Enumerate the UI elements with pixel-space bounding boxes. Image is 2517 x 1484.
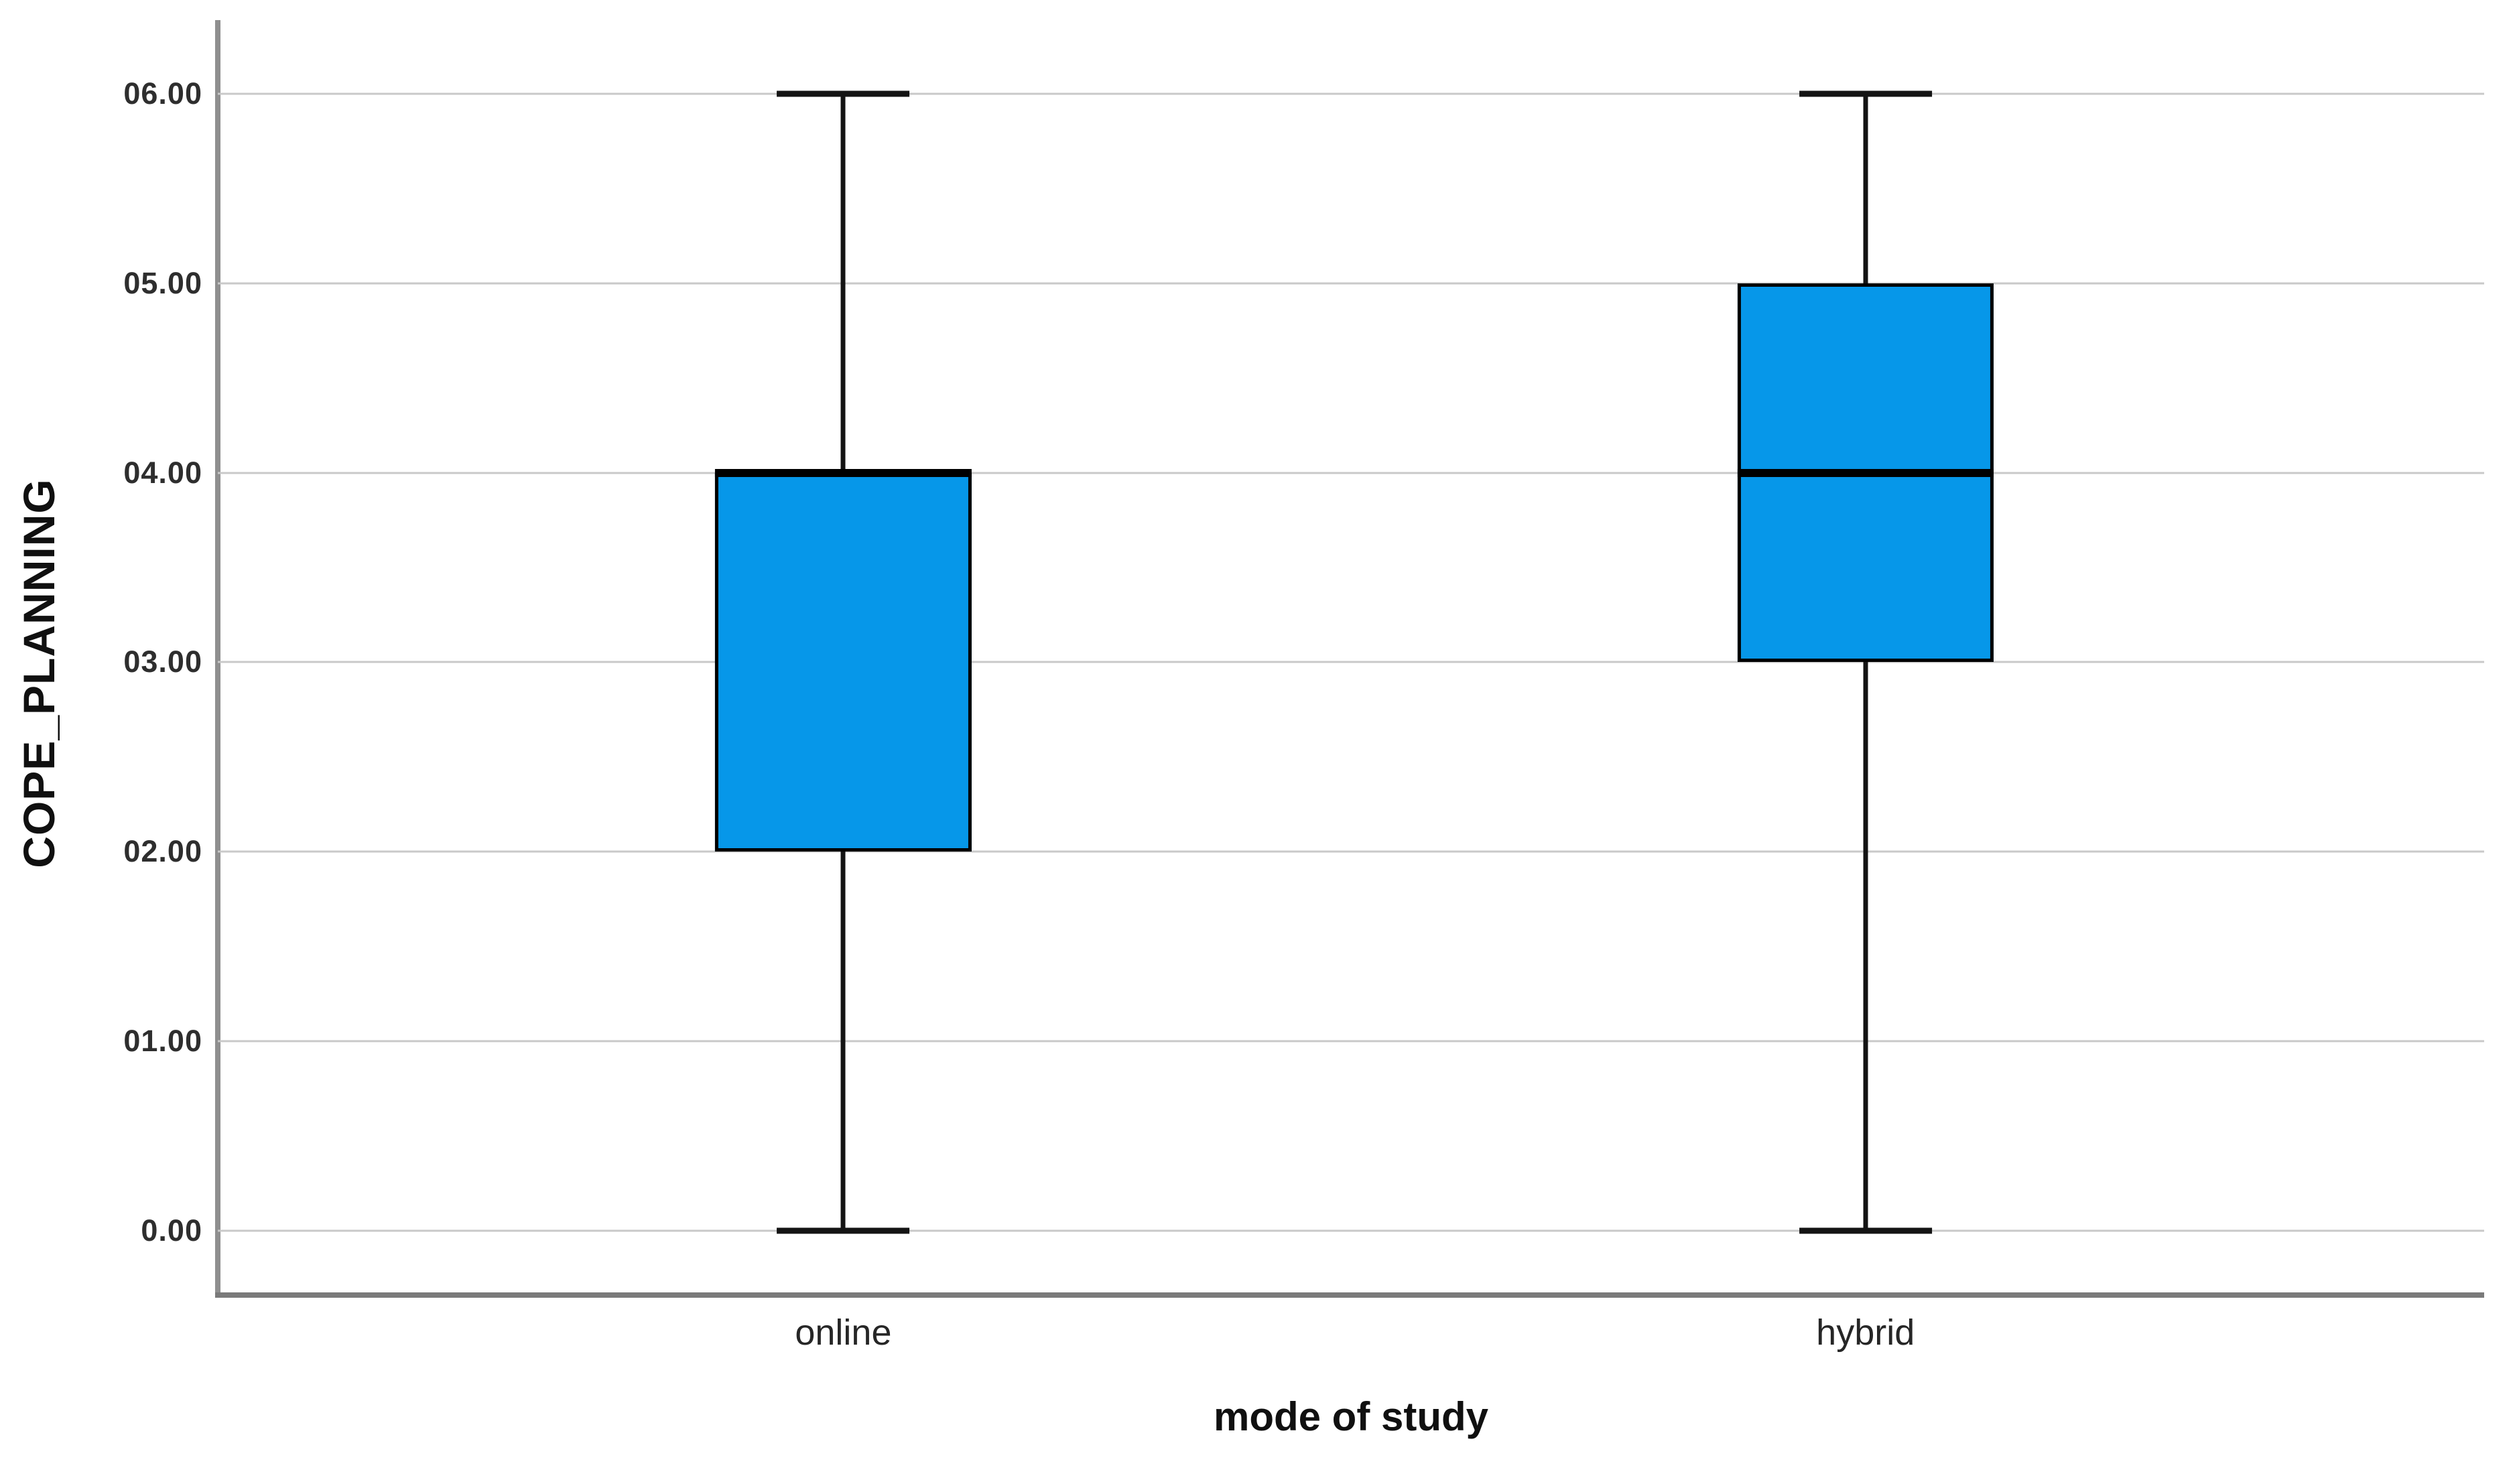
category-label: online: [795, 1312, 892, 1353]
min-whisker-cap: [1799, 1227, 1932, 1234]
max-whisker-cap: [777, 90, 910, 97]
y-tick-label: 03.00: [123, 645, 202, 679]
gridline: [218, 472, 2484, 474]
upper-whisker-line: [1863, 94, 1868, 283]
y-tick-label: 05.00: [123, 266, 202, 300]
median-line: [1737, 468, 1994, 477]
y-tick-label: 06.00: [123, 76, 202, 111]
gridline: [218, 1040, 2484, 1042]
gridline: [218, 92, 2484, 95]
y-tick-label: 0.00: [141, 1213, 202, 1247]
gridline: [218, 1229, 2484, 1232]
gridline: [218, 850, 2484, 853]
y-tick-label: 02.00: [123, 834, 202, 869]
y-axis-line: [215, 20, 220, 1298]
gridline: [218, 282, 2484, 285]
x-axis-line: [215, 1292, 2484, 1298]
iqr-box: [715, 472, 972, 852]
x-category-row: online hybrid: [218, 1312, 2484, 1365]
lower-whisker-line: [1863, 662, 1868, 1231]
y-tick-label: 01.00: [123, 1023, 202, 1058]
upper-whisker-line: [840, 94, 846, 473]
plot-area: [218, 20, 2484, 1293]
y-tick-label: 04.00: [123, 455, 202, 490]
y-tick-gutter: 06.00 05.00 04.00 03.00 02.00 01.00 0.00: [0, 20, 202, 1293]
gridline: [218, 661, 2484, 663]
lower-whisker-line: [840, 852, 846, 1231]
min-whisker-cap: [777, 1227, 910, 1234]
max-whisker-cap: [1799, 90, 1932, 97]
x-axis-title: mode of study: [1213, 1394, 1488, 1439]
median-line: [715, 468, 972, 477]
category-label: hybrid: [1816, 1312, 1915, 1353]
